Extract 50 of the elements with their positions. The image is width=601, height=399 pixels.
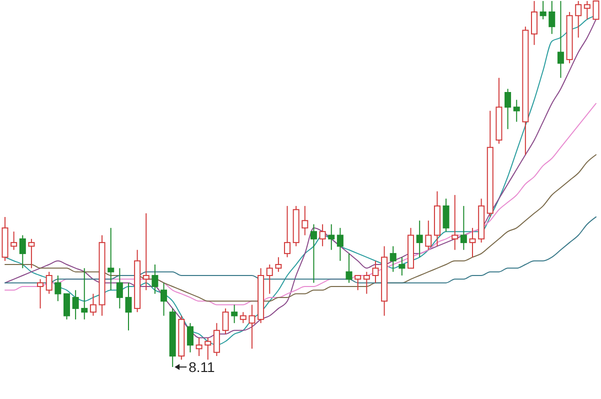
candlestick bbox=[28, 238, 35, 269]
candlestick bbox=[196, 337, 202, 357]
candlestick bbox=[125, 282, 132, 331]
annotation: 8.11 bbox=[188, 359, 216, 375]
candlestick bbox=[328, 224, 335, 250]
candlestick bbox=[557, 0, 564, 78]
candlestick bbox=[504, 88, 512, 130]
candlestick bbox=[81, 268, 88, 320]
candlestick bbox=[416, 220, 423, 258]
candlestick bbox=[363, 271, 370, 294]
candlestick bbox=[213, 322, 220, 357]
candlestick bbox=[240, 312, 246, 324]
candlestick bbox=[142, 212, 150, 291]
candlestick bbox=[90, 293, 96, 316]
candlestick bbox=[346, 253, 352, 284]
candlestick bbox=[425, 220, 432, 250]
candlestick bbox=[37, 278, 44, 309]
candlestick bbox=[10, 231, 18, 250]
candlestick bbox=[266, 264, 273, 294]
candlestick bbox=[204, 337, 212, 360]
candlestick bbox=[354, 275, 362, 291]
candlestick bbox=[54, 275, 62, 302]
candlestick bbox=[310, 224, 317, 284]
candlestick bbox=[442, 198, 450, 232]
candlestick bbox=[540, 0, 546, 20]
candlestick bbox=[548, 0, 556, 34]
candlestick bbox=[19, 234, 26, 269]
candlestick bbox=[63, 293, 70, 320]
candlestick bbox=[469, 227, 476, 258]
candlestick bbox=[372, 260, 379, 284]
candlestick bbox=[275, 256, 282, 272]
candlestick bbox=[116, 268, 123, 309]
candlestick bbox=[336, 227, 344, 262]
candlestick bbox=[108, 227, 114, 291]
candlestick bbox=[513, 99, 520, 122]
candlestick bbox=[390, 246, 396, 272]
candlestick bbox=[186, 322, 194, 353]
candlestick bbox=[152, 264, 158, 294]
candlestick bbox=[460, 205, 467, 250]
candlestick bbox=[398, 256, 406, 276]
candlestick bbox=[231, 304, 238, 324]
candlestick bbox=[452, 194, 458, 250]
candlestick bbox=[72, 290, 79, 320]
candlestick bbox=[319, 224, 326, 247]
candlestick bbox=[302, 205, 308, 236]
candlestick bbox=[248, 304, 256, 350]
candlestick bbox=[160, 282, 168, 316]
candlestick bbox=[46, 271, 52, 294]
candlestick bbox=[222, 308, 229, 335]
candlestick bbox=[284, 205, 291, 258]
